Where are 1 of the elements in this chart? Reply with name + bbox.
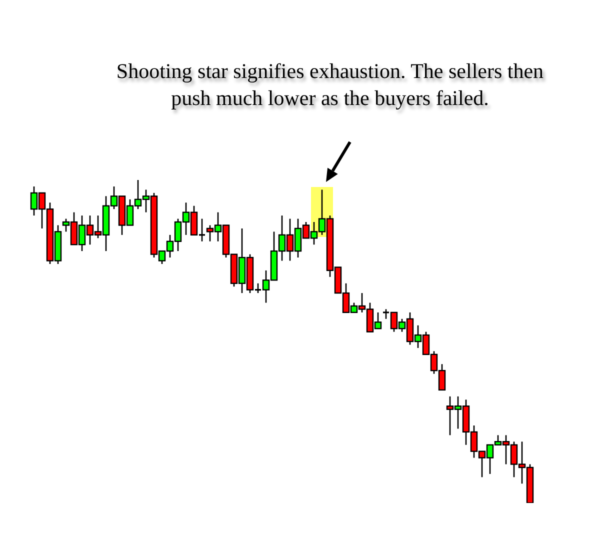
text: Shooting star signifies exhaustion. The sellers then push much lower as the buyers failed. bbox=[115, 58, 545, 112]
